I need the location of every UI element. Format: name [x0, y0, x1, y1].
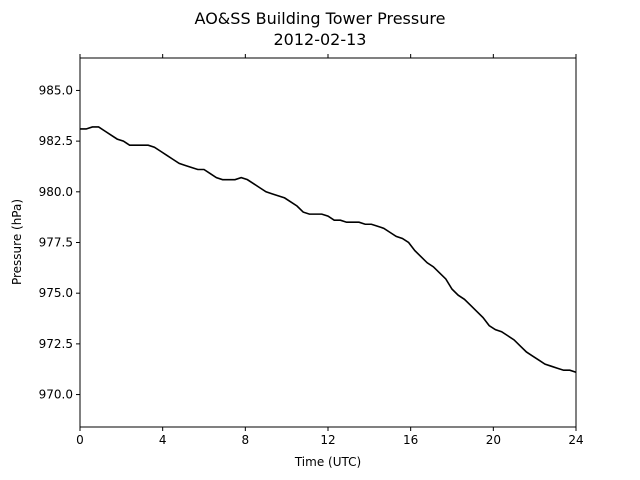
y-tick-label: 982.5 — [39, 134, 73, 148]
x-axis-ticks: 0 4 8 12 16 20 24 — [76, 54, 584, 447]
x-tick-label: 8 — [242, 433, 250, 447]
y-tick-label: 975.0 — [39, 286, 73, 300]
x-tick-label: 16 — [403, 433, 418, 447]
x-tick-label: 0 — [76, 433, 84, 447]
y-axis-label: Pressure (hPa) — [10, 199, 24, 285]
y-tick-label: 970.0 — [39, 388, 73, 402]
y-tick-label: 972.5 — [39, 337, 73, 351]
x-tick-label: 20 — [486, 433, 501, 447]
x-tick-label: 12 — [320, 433, 335, 447]
y-tick-label: 977.5 — [39, 236, 73, 250]
plot-area — [80, 126, 577, 374]
x-axis-label: Time (UTC) — [294, 455, 361, 469]
y-tick-label: 985.0 — [39, 83, 73, 97]
plot-frame — [79, 57, 577, 428]
y-tick-label: 980.0 — [39, 185, 73, 199]
pressure-series-line — [80, 126, 577, 374]
x-tick-label: 4 — [159, 433, 167, 447]
chart-title: AO&SS Building Tower Pressure — [195, 9, 446, 28]
chart-subtitle: 2012-02-13 — [274, 30, 367, 49]
y-axis-ticks: 970.0 972.5 975.0 977.5 980.0 982.5 985.0 — [39, 83, 80, 402]
x-tick-label: 24 — [568, 433, 583, 447]
